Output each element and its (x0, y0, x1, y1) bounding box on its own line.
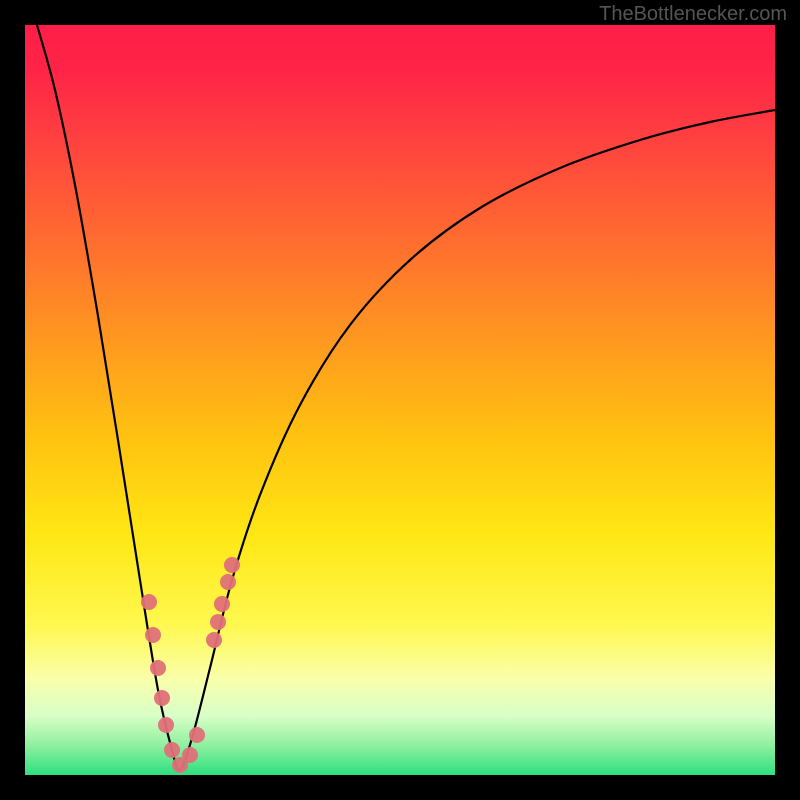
attribution-label: TheBottlenecker.com (599, 3, 787, 25)
data-marker (158, 717, 174, 733)
data-marker (224, 557, 240, 573)
data-marker (214, 596, 230, 612)
data-marker (150, 660, 166, 676)
data-marker (189, 727, 205, 743)
plot-background-gradient (25, 25, 775, 775)
data-marker (141, 594, 157, 610)
data-marker (206, 632, 222, 648)
data-marker (154, 690, 170, 706)
data-marker (220, 574, 236, 590)
bottleneck-chart: TheBottlenecker.com (0, 0, 800, 800)
data-marker (182, 747, 198, 763)
data-marker (210, 614, 226, 630)
data-marker (164, 742, 180, 758)
data-marker (145, 627, 161, 643)
